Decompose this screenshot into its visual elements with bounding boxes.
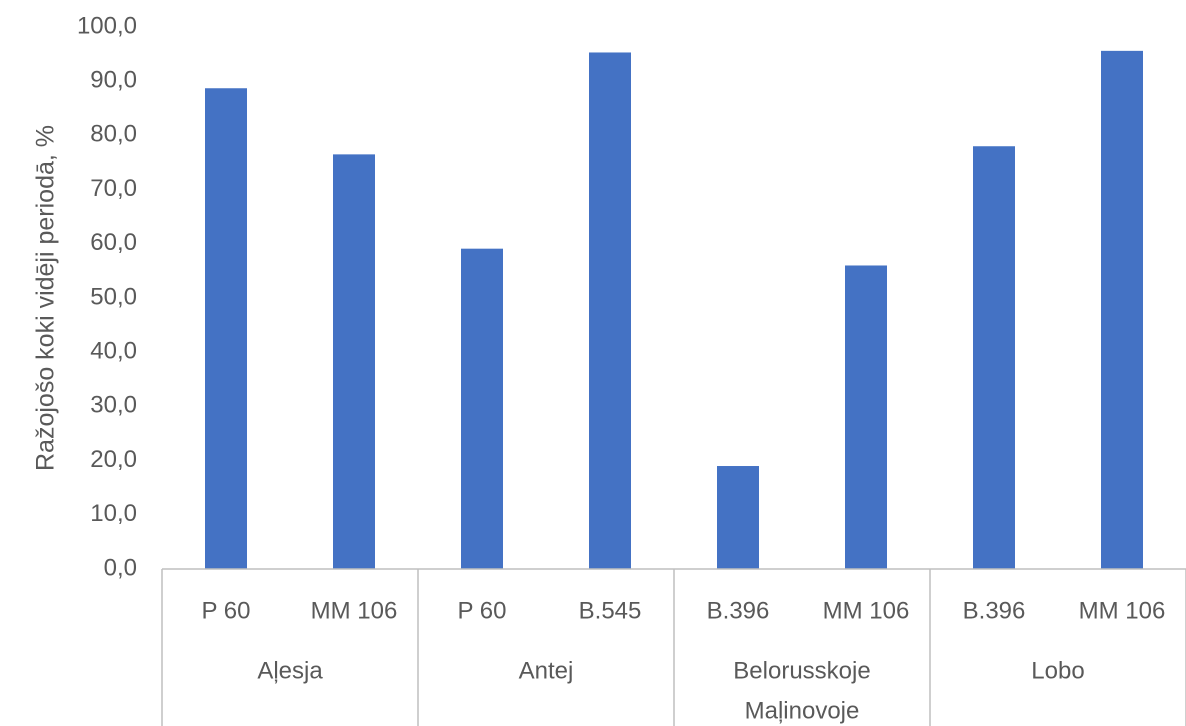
x-category-label: B.545 <box>579 597 642 624</box>
bars <box>205 50 1143 570</box>
y-axis-title: Ražojošo koki vidēji periodā, % <box>32 125 60 471</box>
y-tick-label: 70,0 <box>90 175 137 202</box>
x-category-label: B.396 <box>707 597 770 624</box>
x-group-label: Aļesja <box>257 657 323 684</box>
bar <box>461 248 503 570</box>
bar <box>973 146 1015 570</box>
y-axis-ticks: 0,0 10,0 20,0 30,0 40,0 50,0 60,0 70,0 80,0 90,0 1… <box>77 12 137 581</box>
y-tick-label: 60,0 <box>90 229 137 256</box>
bar <box>205 88 247 569</box>
bar <box>1101 50 1143 569</box>
y-tick-label: 50,0 <box>90 283 137 310</box>
x-category-label: MM 106 <box>311 597 398 624</box>
y-tick-label: 20,0 <box>90 446 137 473</box>
bar <box>717 466 759 569</box>
y-tick-label: 10,0 <box>90 500 137 527</box>
y-tick-label: 100,0 <box>77 12 137 39</box>
x-category-label: MM 106 <box>823 597 910 624</box>
x-category-label: MM 106 <box>1079 597 1166 624</box>
y-tick-label: 90,0 <box>90 67 137 94</box>
bar <box>845 265 887 569</box>
y-tick-label: 0,0 <box>104 554 137 581</box>
x-category-label: P 60 <box>202 597 251 624</box>
x-group-label: Maļinovoje <box>745 697 860 724</box>
bar <box>333 154 375 569</box>
bar <box>589 52 631 569</box>
x-axis: P 60 MM 106 Aļesja P 60 B.545 Antej B.396 MM 10… <box>161 568 1186 726</box>
x-category-label: B.396 <box>963 597 1026 624</box>
x-category-label: P 60 <box>458 597 507 624</box>
x-group-label: Belorusskoje <box>733 657 870 684</box>
y-tick-label: 40,0 <box>90 338 137 365</box>
x-group-label: Lobo <box>1031 657 1084 684</box>
x-group-label: Antej <box>519 657 574 684</box>
y-tick-label: 80,0 <box>90 121 137 148</box>
y-tick-label: 30,0 <box>90 392 137 419</box>
y-axis-title-group: Ražojošo koki vidēji periodā, % <box>32 125 60 471</box>
